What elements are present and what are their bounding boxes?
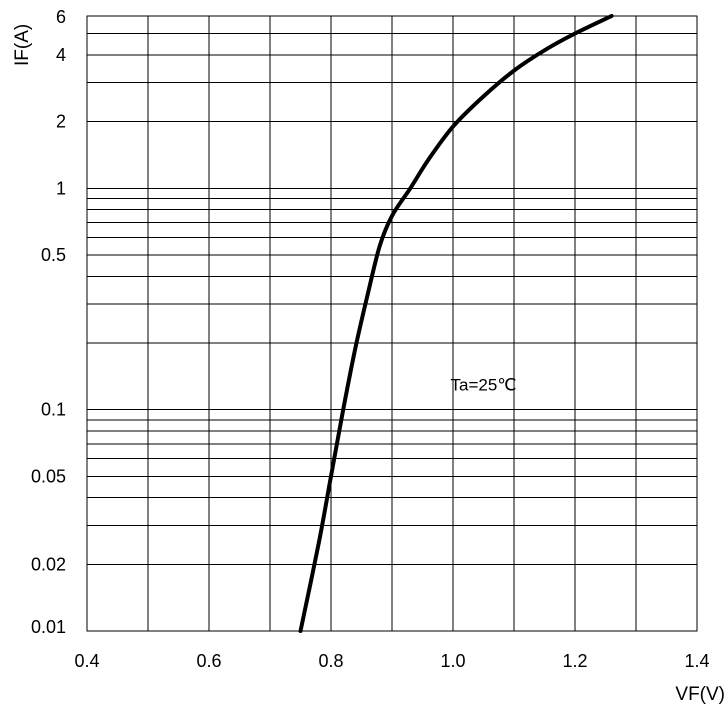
x-tick-label: 1.4 xyxy=(684,651,709,671)
forward-characteristic-curve xyxy=(298,14,614,633)
y-tick-label: 0.01 xyxy=(31,617,66,637)
y-tick-label: 0.05 xyxy=(31,466,66,486)
y-tick-label: 1 xyxy=(56,178,66,198)
y-tick-label: 4 xyxy=(56,45,66,65)
y-tick-label: 0.5 xyxy=(41,245,66,265)
x-axis-title: VF(V) xyxy=(675,684,725,705)
grid-layer xyxy=(86,15,698,632)
x-tick-label: 0.6 xyxy=(196,651,221,671)
y-tick-label: 2 xyxy=(56,112,66,132)
x-tick-label: 0.4 xyxy=(74,651,99,671)
x-tick-label: 1.2 xyxy=(562,651,587,671)
y-tick-label: 6 xyxy=(56,7,66,27)
x-tick-label: 1.0 xyxy=(440,651,465,671)
y-axis-title: IF(A) xyxy=(12,24,33,66)
temperature-annotation: Ta=25℃ xyxy=(451,375,517,394)
y-tick-labels: 6 4 2 1 0.5 0.1 0.05 0.02 0.01 xyxy=(31,7,66,637)
plot-frame xyxy=(86,15,698,632)
x-tick-label: 0.8 xyxy=(318,651,343,671)
x-tick-labels: 0.4 0.6 0.8 1.0 1.2 1.4 xyxy=(74,651,709,671)
curve-layer xyxy=(298,14,614,633)
y-tick-label: 0.02 xyxy=(31,554,66,574)
y-tick-label: 0.1 xyxy=(41,400,66,420)
